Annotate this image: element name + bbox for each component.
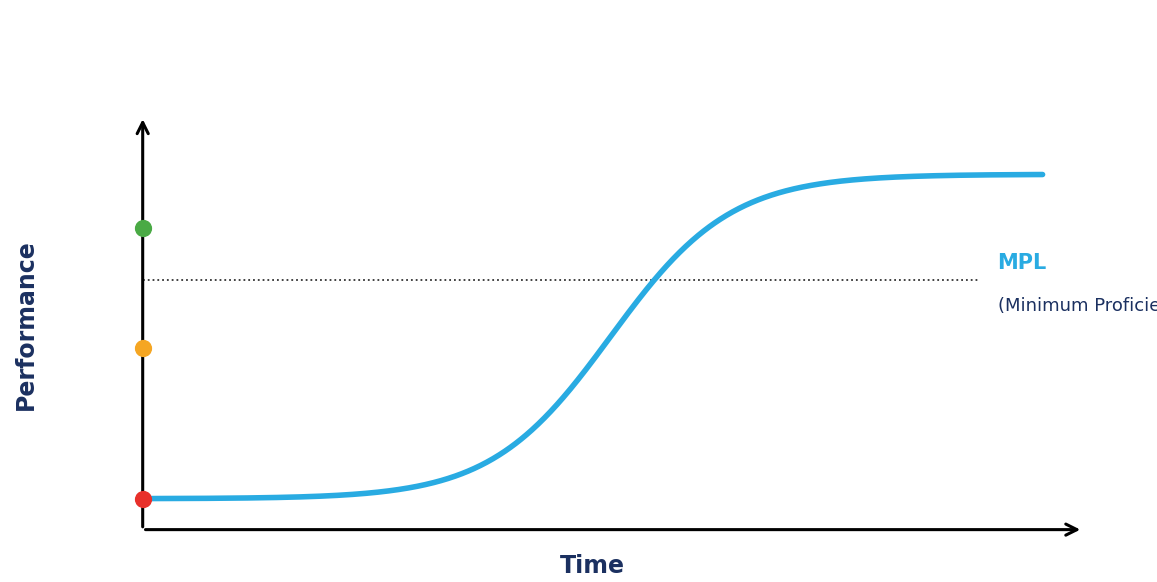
Text: Performance: Performance	[14, 240, 38, 410]
Text: Learning Curve: Learning Curve	[412, 23, 745, 61]
Text: MPL: MPL	[997, 253, 1047, 273]
Point	[133, 343, 152, 353]
Point	[133, 223, 152, 233]
Text: (Minimum Proficiency Level): (Minimum Proficiency Level)	[997, 297, 1157, 315]
Text: Time: Time	[560, 554, 625, 579]
Point	[133, 494, 152, 503]
